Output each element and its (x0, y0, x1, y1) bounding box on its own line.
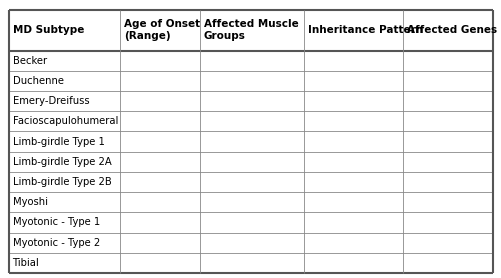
Bar (304, 10, 403, 51)
Bar (120, 91, 200, 111)
Bar (304, 253, 403, 273)
Bar (200, 131, 304, 152)
Bar (403, 91, 492, 111)
Bar (120, 253, 200, 273)
Text: Affected Genes: Affected Genes (406, 25, 496, 35)
Bar (403, 71, 492, 91)
Bar (120, 131, 200, 152)
Bar (200, 71, 304, 91)
Text: Becker: Becker (13, 56, 47, 66)
Bar (9, 71, 120, 91)
Bar (200, 233, 304, 253)
Bar (304, 152, 403, 172)
Bar (9, 253, 120, 273)
Text: Emery-Dreifuss: Emery-Dreifuss (13, 96, 89, 106)
Bar (403, 172, 492, 192)
Bar (9, 10, 120, 51)
Bar (304, 233, 403, 253)
Bar (403, 212, 492, 233)
Text: Facioscapulohumeral: Facioscapulohumeral (13, 116, 118, 126)
Bar (9, 152, 120, 172)
Text: MD Subtype: MD Subtype (13, 25, 84, 35)
Bar (9, 91, 120, 111)
Bar (9, 131, 120, 152)
Bar (403, 152, 492, 172)
Bar (9, 212, 120, 233)
Bar (200, 192, 304, 212)
Bar (304, 192, 403, 212)
Bar (120, 71, 200, 91)
Text: Myoshi: Myoshi (13, 197, 48, 207)
Bar (200, 51, 304, 71)
Bar (200, 172, 304, 192)
Bar (9, 172, 120, 192)
Bar (120, 10, 200, 51)
Bar (304, 71, 403, 91)
Bar (200, 152, 304, 172)
Bar (403, 131, 492, 152)
Bar (9, 51, 120, 71)
Bar (120, 172, 200, 192)
Bar (200, 212, 304, 233)
Bar (120, 111, 200, 131)
Bar (304, 172, 403, 192)
Bar (403, 51, 492, 71)
Bar (200, 91, 304, 111)
Bar (403, 253, 492, 273)
Text: Myotonic - Type 1: Myotonic - Type 1 (13, 217, 100, 227)
Text: Age of Onset
(Range): Age of Onset (Range) (124, 19, 199, 41)
Bar (200, 111, 304, 131)
Bar (9, 111, 120, 131)
Bar (120, 212, 200, 233)
Bar (120, 51, 200, 71)
Text: Tibial: Tibial (13, 258, 39, 268)
Bar (403, 111, 492, 131)
Bar (304, 91, 403, 111)
Text: Inheritance Pattern: Inheritance Pattern (307, 25, 422, 35)
Bar (403, 10, 492, 51)
Bar (304, 111, 403, 131)
Bar (120, 152, 200, 172)
Bar (403, 233, 492, 253)
Bar (120, 192, 200, 212)
Text: Affected Muscle
Groups: Affected Muscle Groups (203, 19, 298, 41)
Bar (304, 212, 403, 233)
Text: Limb-girdle Type 2B: Limb-girdle Type 2B (13, 177, 111, 187)
Bar (304, 131, 403, 152)
Bar (200, 10, 304, 51)
Text: Duchenne: Duchenne (13, 76, 64, 86)
Text: Limb-girdle Type 2A: Limb-girdle Type 2A (13, 157, 111, 167)
Bar (304, 51, 403, 71)
Bar (403, 192, 492, 212)
Bar (9, 233, 120, 253)
Bar (120, 233, 200, 253)
Bar (200, 253, 304, 273)
Text: Myotonic - Type 2: Myotonic - Type 2 (13, 238, 100, 248)
Text: Limb-girdle Type 1: Limb-girdle Type 1 (13, 136, 104, 147)
Bar (9, 192, 120, 212)
